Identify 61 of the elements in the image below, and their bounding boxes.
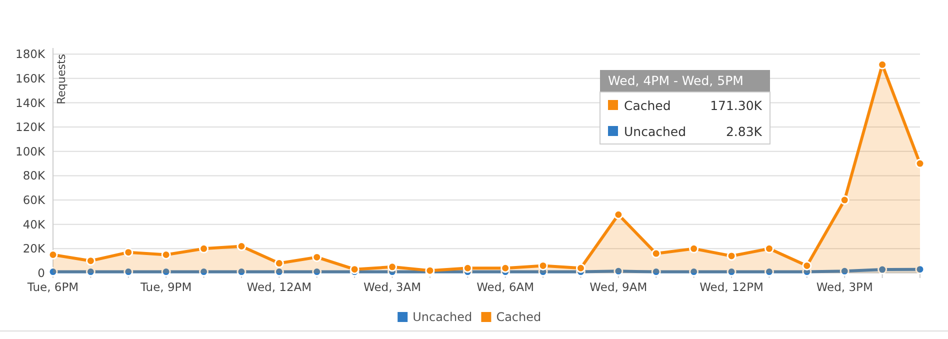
x-tick-label: Tue, 6PM (26, 280, 79, 294)
point (689, 244, 699, 254)
point (462, 263, 472, 273)
point (764, 244, 774, 254)
y-tick-label: 60K (22, 193, 46, 208)
point (915, 158, 925, 168)
point (312, 267, 322, 277)
point (161, 250, 171, 260)
point (500, 263, 510, 273)
point (48, 250, 58, 260)
annotation: 171.30K (710, 98, 763, 113)
point (840, 266, 850, 276)
y-tick-label: 40K (22, 217, 46, 232)
x-tick-label: Wed, 3AM (364, 280, 422, 294)
point (614, 266, 624, 276)
annotation: Wed, 4PM - Wed, 5PM (608, 73, 744, 88)
point (651, 267, 661, 277)
legend-label: Uncached (412, 310, 472, 324)
x-tick-label: Wed, 6AM (476, 280, 534, 294)
point (878, 264, 888, 274)
point (726, 267, 736, 277)
point (802, 260, 812, 270)
x-tick-label: Tue, 9PM (140, 280, 192, 294)
text: Uncached (624, 124, 686, 139)
y-axis-title: Requests (55, 54, 68, 104)
point (651, 248, 661, 258)
y-tick-label: 0 (38, 266, 45, 280)
point (350, 264, 360, 274)
point (274, 267, 284, 277)
point (124, 267, 134, 277)
point (199, 267, 209, 277)
x-tick-label: Wed, 12PM (700, 280, 764, 294)
annotation: 2.83K (726, 124, 763, 139)
y-tick-label: 120K (16, 120, 46, 134)
point (614, 210, 624, 220)
point (236, 267, 246, 277)
point (388, 262, 398, 272)
text: Cached (496, 310, 542, 324)
y-tick-label: 180K (16, 47, 46, 62)
point (124, 248, 134, 258)
x-tick-label: Wed, 9AM (590, 280, 648, 294)
y-tick-label: 20K (22, 242, 46, 256)
point (764, 267, 774, 277)
point (86, 267, 96, 277)
point (689, 267, 699, 277)
point (726, 251, 736, 261)
point (161, 267, 171, 277)
point (199, 244, 209, 254)
x-tick-label: Wed, 3PM (816, 280, 873, 294)
y-tick-label: 80K (22, 168, 46, 183)
y-tick-label: 160K (16, 71, 46, 86)
legend-label: Cached (624, 98, 671, 113)
y-tick-label: 100K (16, 144, 46, 158)
y-tick-label: 140K (16, 96, 46, 110)
x-tick-label: Wed, 12AM (246, 280, 312, 294)
point (86, 256, 96, 266)
point (840, 195, 850, 205)
point (878, 60, 888, 70)
point (915, 264, 925, 274)
point (576, 263, 586, 273)
point (274, 258, 284, 268)
